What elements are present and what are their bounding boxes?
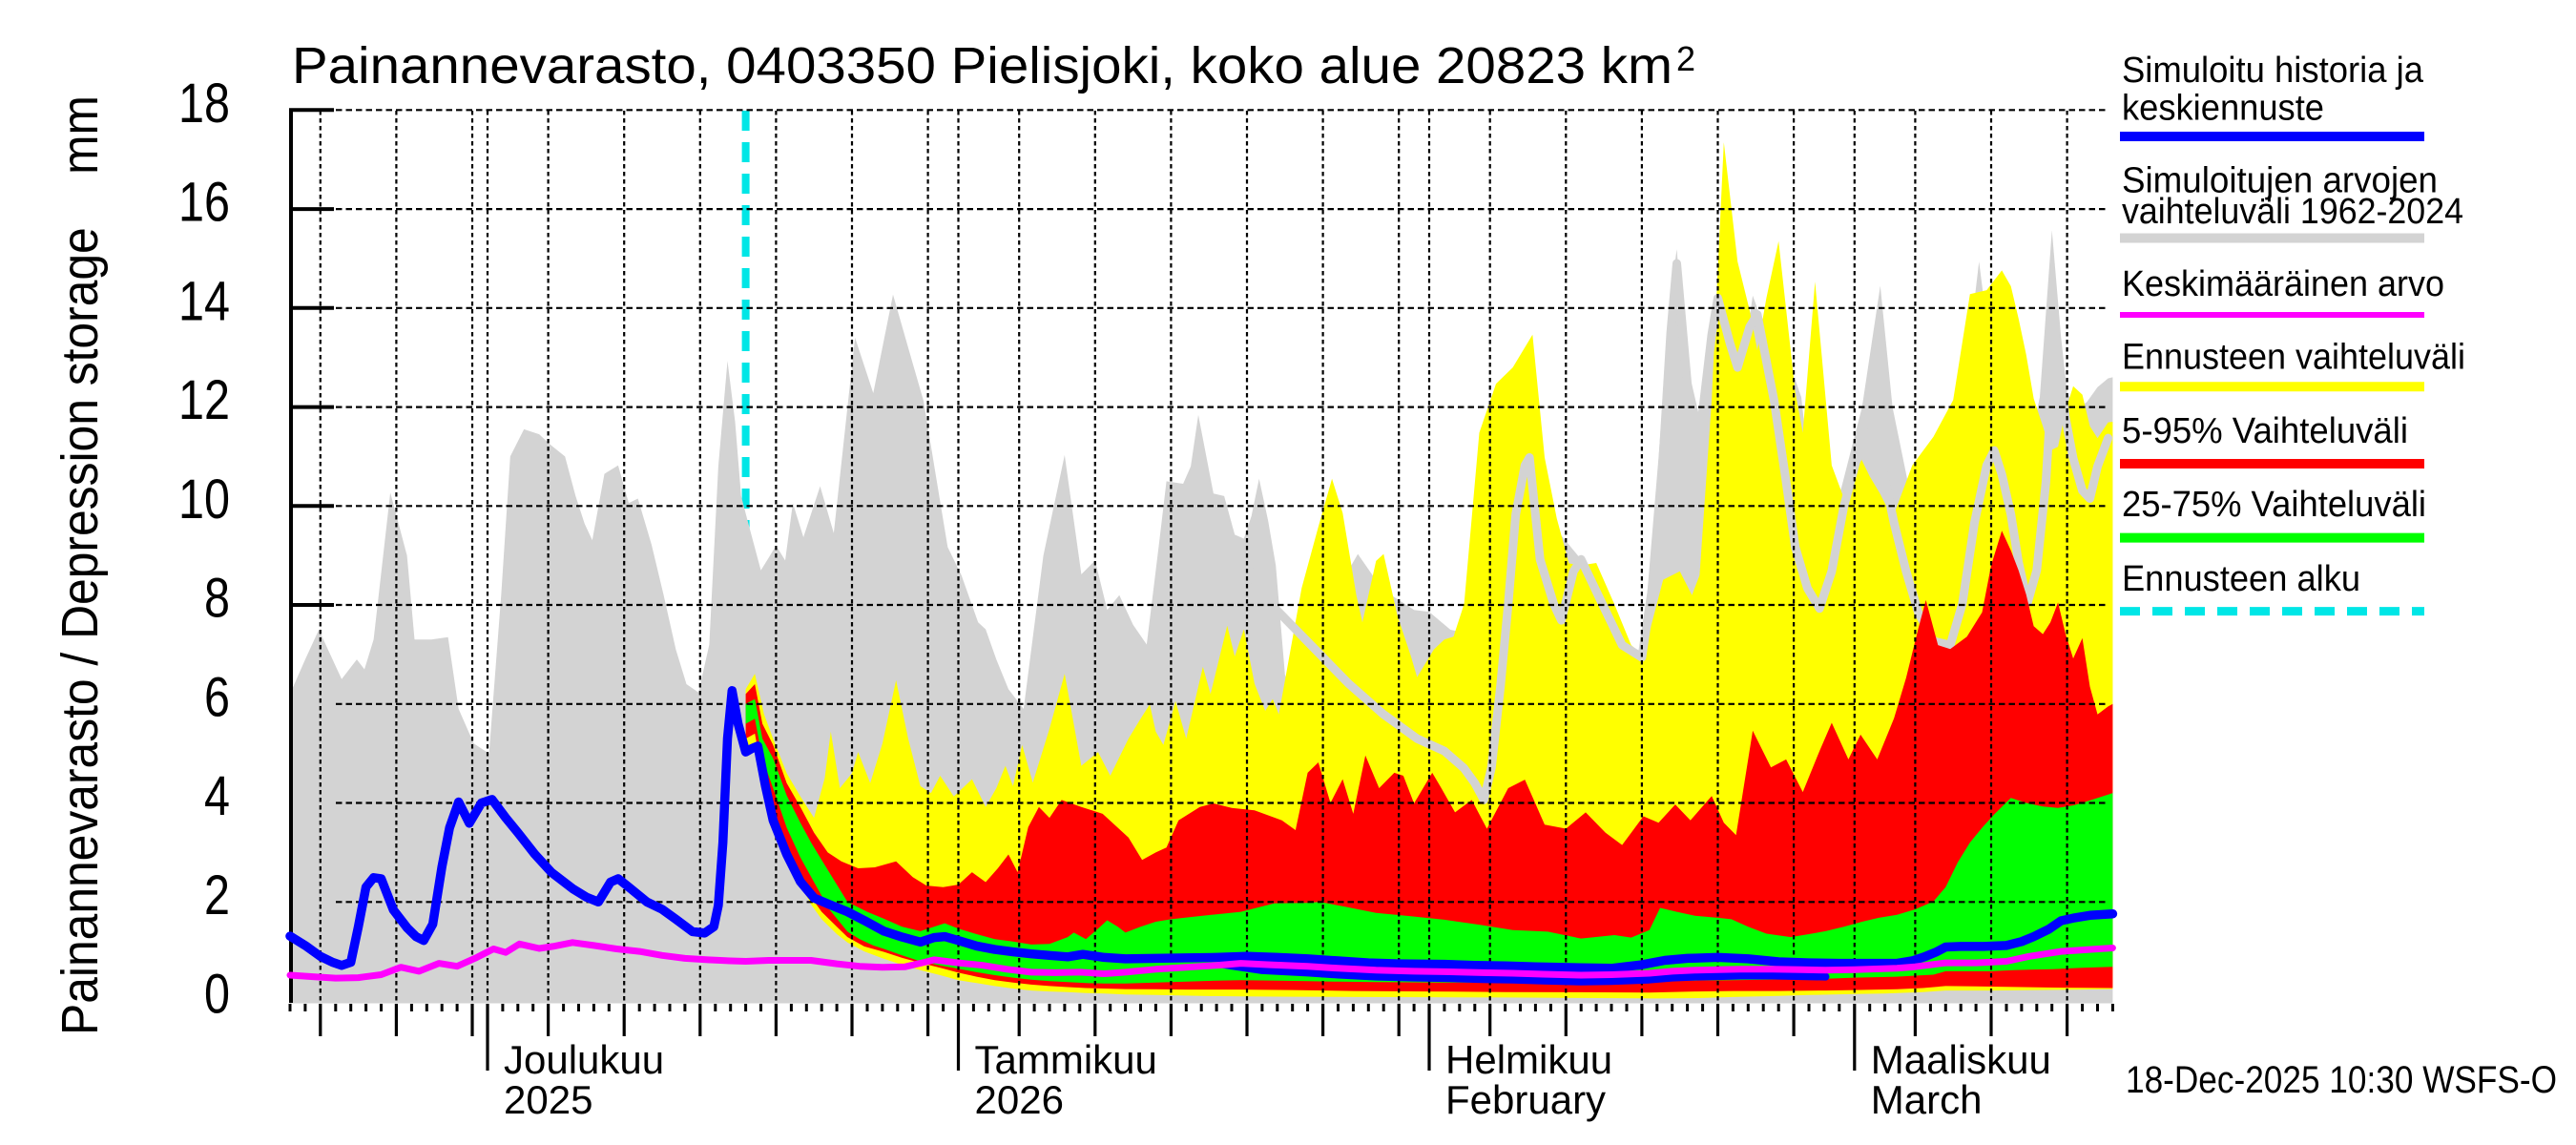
svg-text:Simuloitujen arvojen: Simuloitujen arvojen	[2122, 161, 2438, 201]
svg-text:Simuloitu historia ja: Simuloitu historia ja	[2122, 51, 2424, 91]
svg-text:2025: 2025	[504, 1077, 592, 1122]
svg-text:Joulukuu: Joulukuu	[504, 1037, 664, 1082]
svg-text:10: 10	[178, 468, 230, 531]
svg-text:Keskimääräinen arvo: Keskimääräinen arvo	[2122, 264, 2444, 304]
svg-text:2026: 2026	[975, 1077, 1064, 1122]
svg-text:8: 8	[204, 568, 230, 630]
svg-text:Painannevarasto, 0403350 Pieli: Painannevarasto, 0403350 Pielisjoki, kok…	[292, 37, 1672, 94]
svg-text:16: 16	[178, 172, 230, 234]
svg-text:18: 18	[178, 73, 230, 135]
svg-text:Painannevarasto / Depression s: Painannevarasto / Depression storage mm	[52, 95, 109, 1035]
svg-text:February: February	[1445, 1077, 1606, 1122]
svg-text:0: 0	[204, 964, 230, 1026]
svg-text:14: 14	[178, 270, 230, 332]
svg-text:18-Dec-2025 10:30 WSFS-O: 18-Dec-2025 10:30 WSFS-O	[2126, 1059, 2557, 1101]
svg-text:Helmikuu: Helmikuu	[1445, 1037, 1612, 1082]
svg-text:12: 12	[178, 369, 230, 431]
svg-text:25-75% Vaihteluväli: 25-75% Vaihteluväli	[2122, 485, 2426, 525]
svg-text:2: 2	[204, 864, 230, 926]
svg-text:2: 2	[1676, 39, 1695, 78]
svg-text:Ennusteen vaihteluväli: Ennusteen vaihteluväli	[2122, 338, 2465, 378]
svg-text:5-95% Vaihteluväli: 5-95% Vaihteluväli	[2122, 411, 2408, 451]
svg-text:Maaliskuu: Maaliskuu	[1871, 1037, 2051, 1082]
svg-text:vaihteluväli 1962-2024: vaihteluväli 1962-2024	[2122, 192, 2463, 232]
svg-text:keskiennuste: keskiennuste	[2122, 89, 2324, 129]
svg-text:4: 4	[204, 765, 230, 827]
svg-text:Ennusteen alku: Ennusteen alku	[2122, 559, 2360, 599]
svg-text:March: March	[1871, 1077, 1983, 1122]
svg-text:6: 6	[204, 666, 230, 728]
svg-text:Tammikuu: Tammikuu	[975, 1037, 1157, 1082]
